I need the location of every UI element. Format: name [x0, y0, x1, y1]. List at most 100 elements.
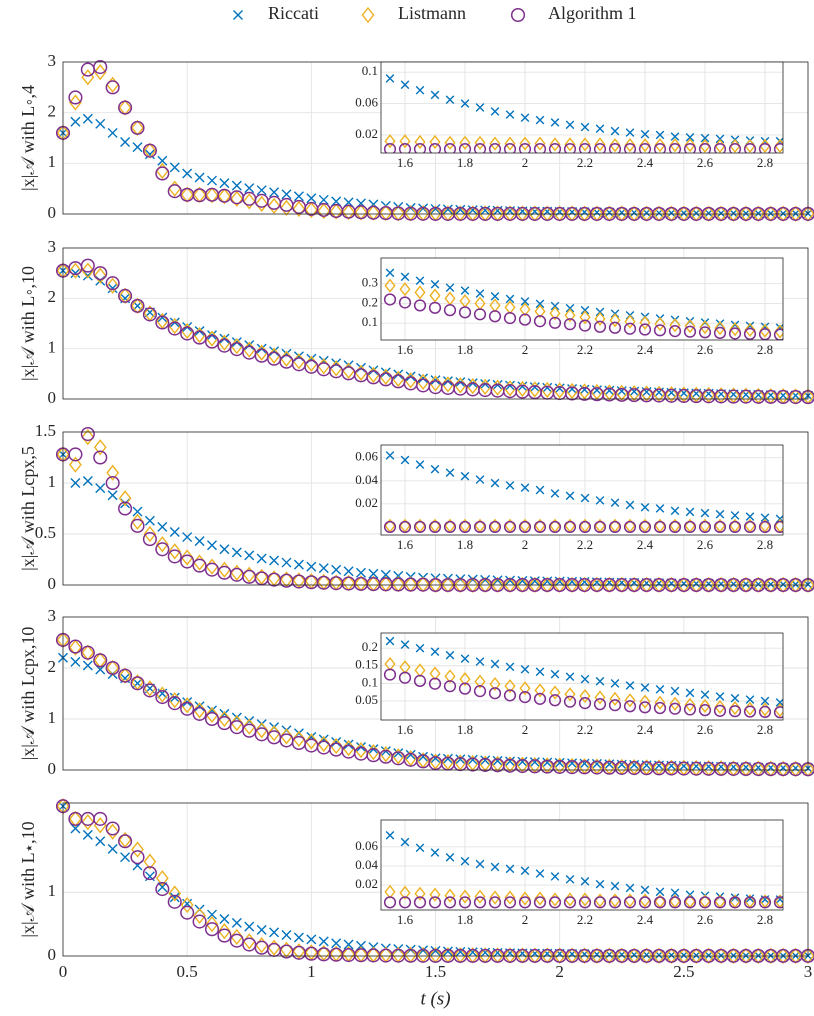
cross-marker	[194, 701, 205, 712]
circle-marker	[758, 896, 772, 909]
circle-marker	[668, 325, 682, 338]
cross-marker	[169, 162, 180, 173]
diamond-marker	[230, 714, 244, 732]
cross-marker	[107, 843, 118, 854]
cross-marker	[490, 659, 500, 669]
cross-marker	[343, 939, 354, 950]
circle-marker	[518, 691, 532, 704]
cross-marker	[95, 118, 106, 129]
circle-marker	[458, 520, 472, 534]
cross-marker	[455, 204, 466, 215]
cross-marker	[326, 599, 334, 607]
inset-box	[380, 61, 784, 154]
cross-marker	[311, 786, 319, 794]
cross-marker	[326, 37, 334, 45]
diamond-marker	[69, 262, 82, 279]
circle-marker	[593, 520, 607, 534]
diamond-marker	[40, 191, 49, 203]
cross-marker	[745, 894, 755, 903]
diamond-marker	[93, 64, 107, 81]
cross-marker	[517, 575, 528, 586]
diamond-marker	[69, 639, 82, 656]
diamond-marker	[429, 134, 441, 150]
cross-marker	[505, 481, 515, 490]
cross-marker	[182, 168, 193, 179]
cross-marker	[535, 667, 545, 677]
circle-marker	[155, 882, 170, 897]
circle-marker	[93, 60, 108, 75]
diamond-marker	[714, 321, 726, 336]
circle-marker	[533, 692, 547, 705]
cross-marker	[445, 468, 455, 478]
circle-marker	[743, 520, 757, 534]
cross-marker	[565, 491, 575, 501]
circle-marker	[413, 896, 427, 909]
circle-marker	[683, 142, 697, 153]
cross-marker	[95, 483, 106, 494]
circle-marker	[548, 316, 562, 329]
legend-label: Algorithm 1	[548, 3, 637, 23]
circle-marker	[653, 142, 667, 153]
inset-y-tick-label: 0.1	[362, 674, 378, 689]
circle-marker	[204, 711, 220, 727]
cross-marker	[445, 283, 455, 292]
cross-marker	[207, 540, 217, 551]
inset-y-tick-label: 0.02	[355, 126, 378, 141]
cross-marker	[685, 507, 695, 517]
diamond-marker	[699, 698, 711, 713]
cross-marker	[492, 575, 503, 586]
cross-marker	[430, 647, 440, 656]
cross-marker	[430, 464, 440, 474]
circle-marker	[413, 520, 427, 534]
circle-marker	[93, 450, 108, 465]
cross-marker	[356, 362, 366, 373]
circle-marker	[130, 406, 141, 417]
cross-marker	[604, 385, 615, 396]
inset-x-tick-label: 1.6	[397, 342, 414, 357]
cross-marker	[542, 576, 553, 587]
circle-marker	[155, 315, 170, 330]
circle-marker	[623, 700, 637, 713]
circle-marker	[698, 142, 712, 153]
cross-marker	[26, 0, 34, 7]
cross-marker	[132, 142, 143, 153]
cross-marker	[405, 749, 416, 760]
diamond-marker	[669, 318, 681, 333]
main-markers	[55, 631, 814, 778]
diamond-marker	[640, 385, 653, 402]
diamond-marker	[69, 94, 82, 111]
circle-marker	[167, 184, 182, 199]
circle-marker	[80, 258, 95, 273]
circle-marker	[413, 142, 427, 153]
y-tick-label: 1	[48, 881, 57, 900]
diamond-marker	[714, 699, 726, 715]
circle-marker	[548, 896, 562, 909]
cross-marker	[591, 385, 602, 396]
circle-marker	[167, 549, 182, 564]
diamond-marker	[265, 226, 274, 238]
cross-marker	[445, 853, 455, 862]
circle-marker	[668, 520, 682, 534]
legend-marker	[510, 7, 526, 23]
cross-marker	[95, 836, 106, 847]
inset-x-tick-label: 1.8	[457, 912, 473, 927]
cross-marker	[86, 27, 94, 35]
cross-marker	[244, 183, 255, 194]
cross-marker	[418, 203, 429, 214]
cross-marker	[475, 475, 485, 484]
diamond-marker	[579, 310, 591, 325]
circle-marker	[160, 774, 171, 785]
diamond-marker	[81, 813, 95, 831]
diamond-marker	[100, 420, 109, 432]
diamond-marker	[459, 672, 471, 687]
diamond-marker	[155, 536, 169, 553]
diamond-marker	[429, 887, 441, 902]
y-axis-label: |x|𝒜 with L∘,10	[18, 266, 38, 381]
inset-y-tick-label: 0.06	[355, 449, 378, 464]
cross-marker	[400, 80, 410, 90]
diamond-marker	[414, 886, 426, 901]
y-tick-label: 1	[48, 472, 57, 491]
inset-y-tick-label: 0.1	[362, 314, 378, 329]
cross-marker	[455, 946, 466, 957]
cross-marker	[281, 189, 292, 200]
